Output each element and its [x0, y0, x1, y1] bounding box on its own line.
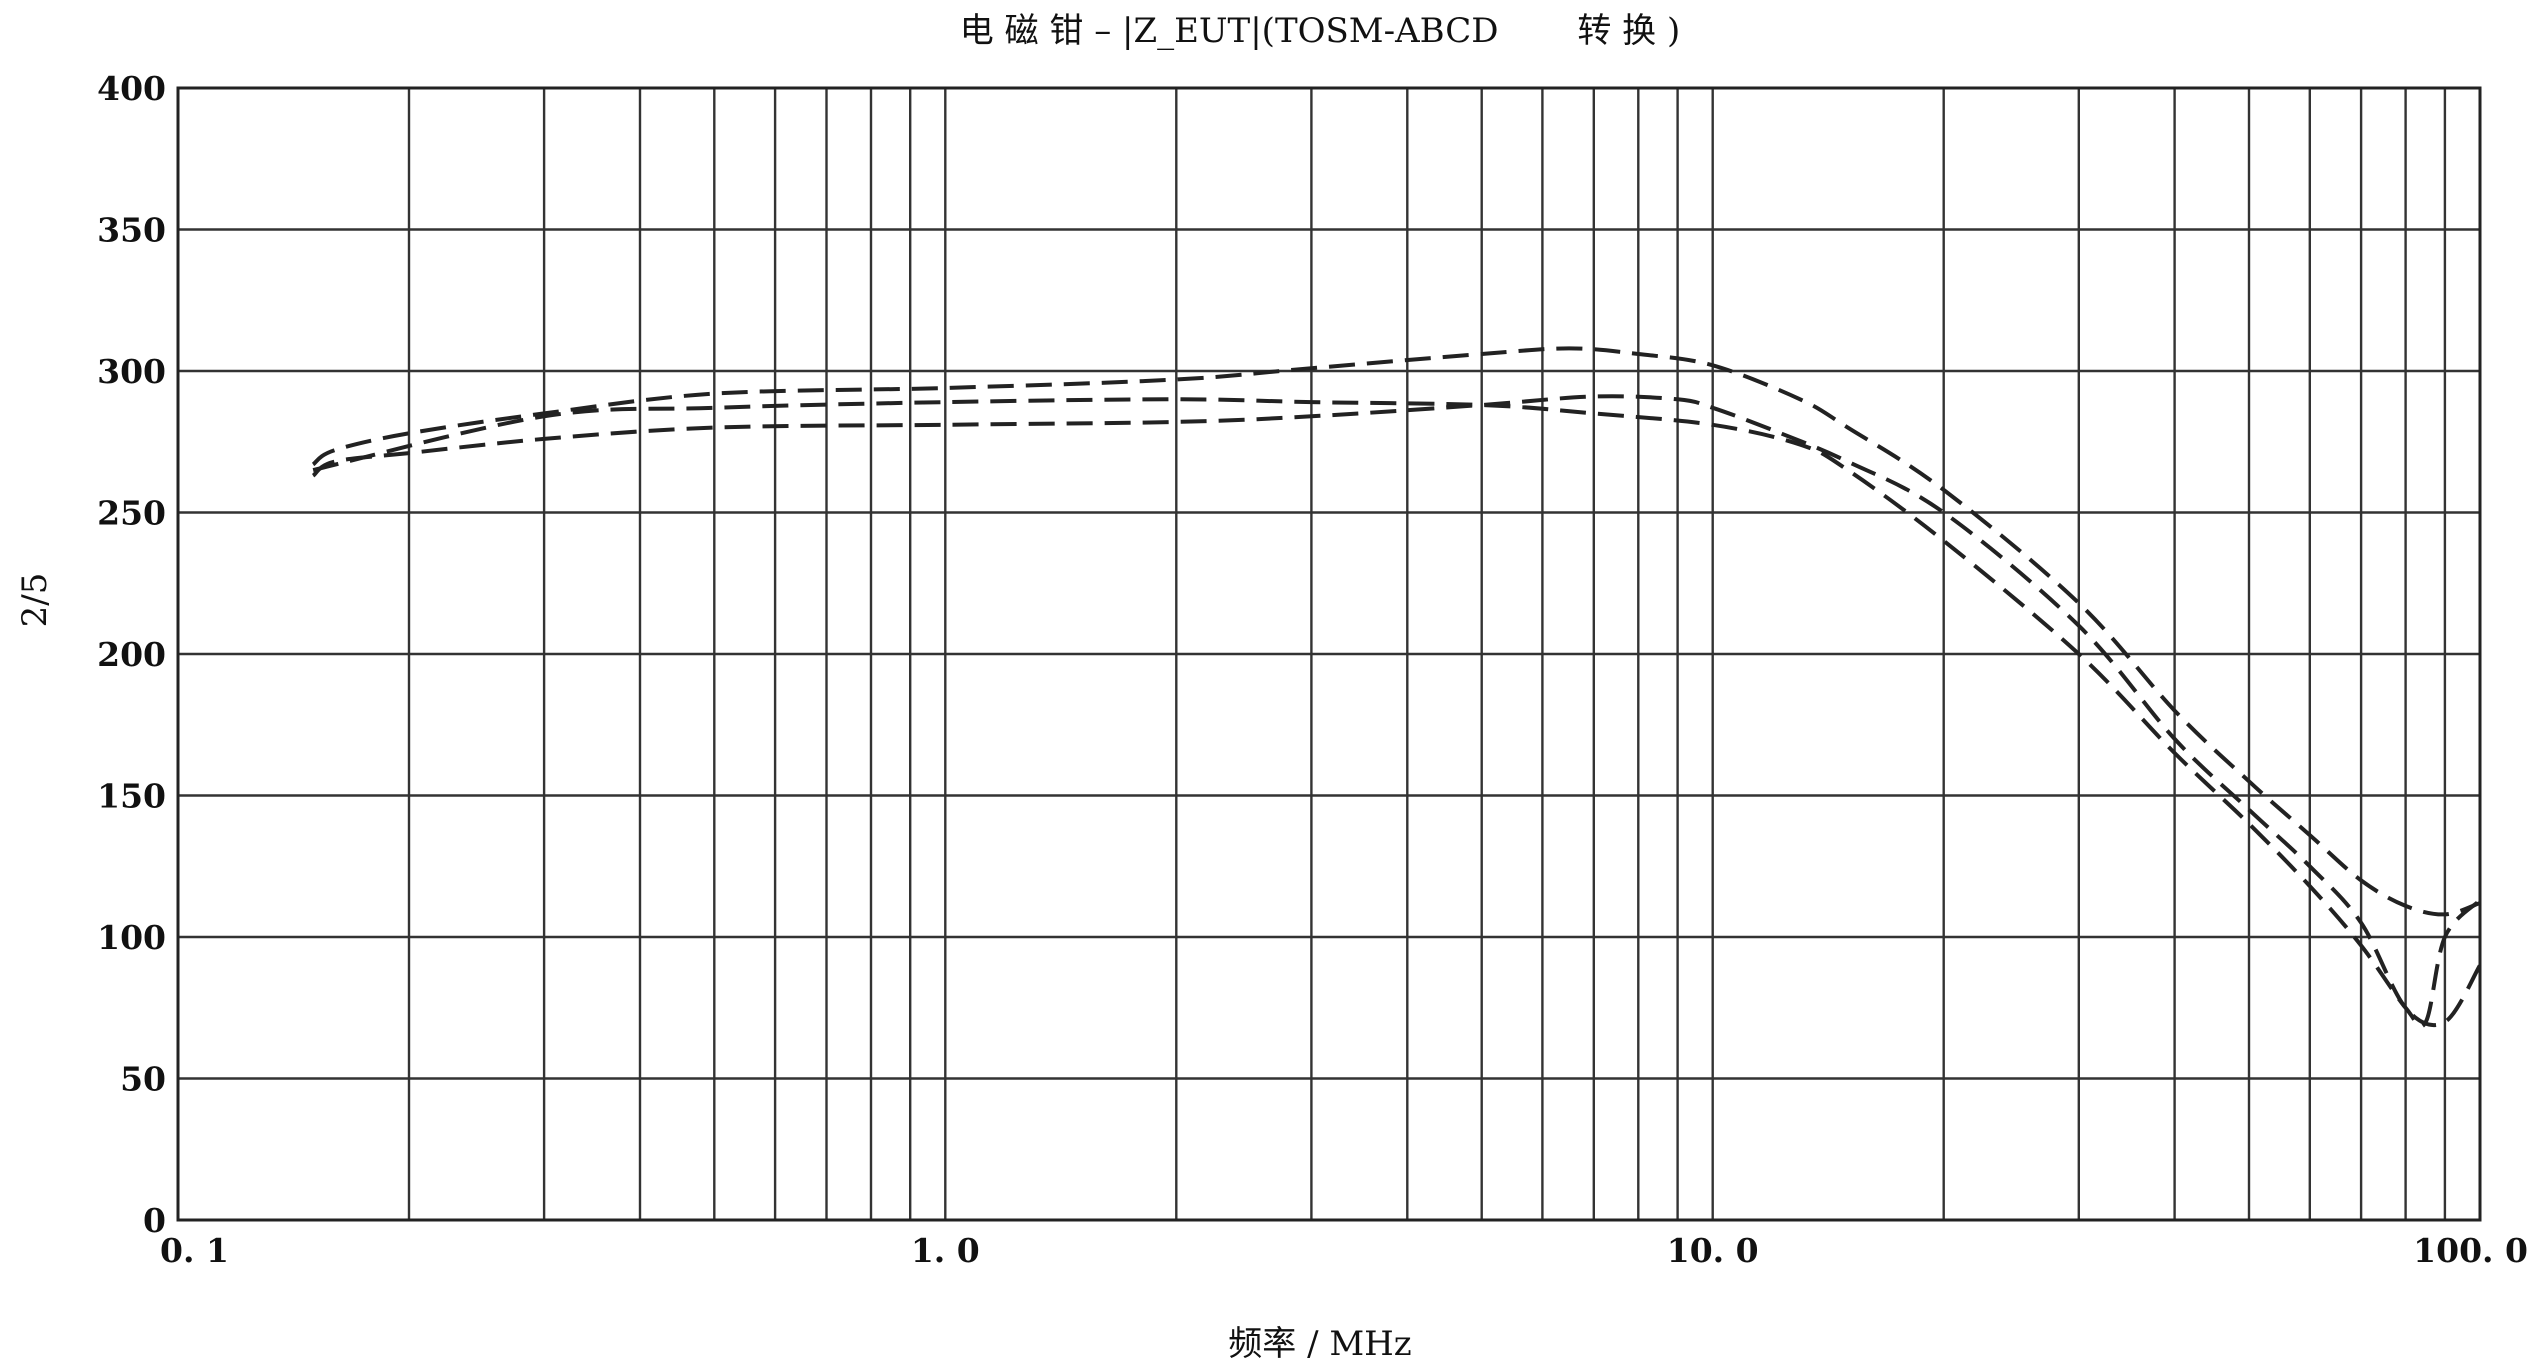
- x-tick-label: 100. 0: [2413, 1231, 2528, 1270]
- grid: [178, 88, 2480, 1220]
- y-axis-label: 2/5: [15, 573, 55, 628]
- plot-frame: [176, 86, 2482, 1222]
- chart-title: 电 磁 钳 – |Z_EUT|(TOSM-ABCD 转 换 ): [960, 11, 1680, 51]
- series-line-1: [311, 346, 2481, 917]
- series-group: [311, 346, 2482, 1029]
- y-tick-label: 150: [97, 777, 166, 816]
- y-tick-label: 100: [97, 918, 166, 957]
- series-line-2: [311, 394, 2482, 1028]
- series-line-3: [312, 397, 2482, 1029]
- x-tick-label: 1. 0: [911, 1231, 980, 1270]
- y-tick-label: 250: [97, 494, 166, 533]
- y-tick-label: 0: [143, 1201, 166, 1240]
- y-tick-label: 300: [97, 352, 166, 391]
- x-axis-label: 频率 / MHz: [1228, 1324, 1411, 1364]
- y-tick-label: 50: [120, 1060, 166, 1099]
- axis-ticks: 0 50 100 150 200 250 300 350 400 0. 1 1. 0 10. 0 100…: [97, 69, 2528, 1270]
- x-tick-label: 0. 1: [160, 1231, 229, 1270]
- x-tick-label: 10. 0: [1667, 1231, 1759, 1270]
- y-tick-label: 350: [97, 211, 166, 250]
- y-tick-label: 200: [97, 635, 166, 674]
- y-tick-label: 400: [97, 69, 166, 108]
